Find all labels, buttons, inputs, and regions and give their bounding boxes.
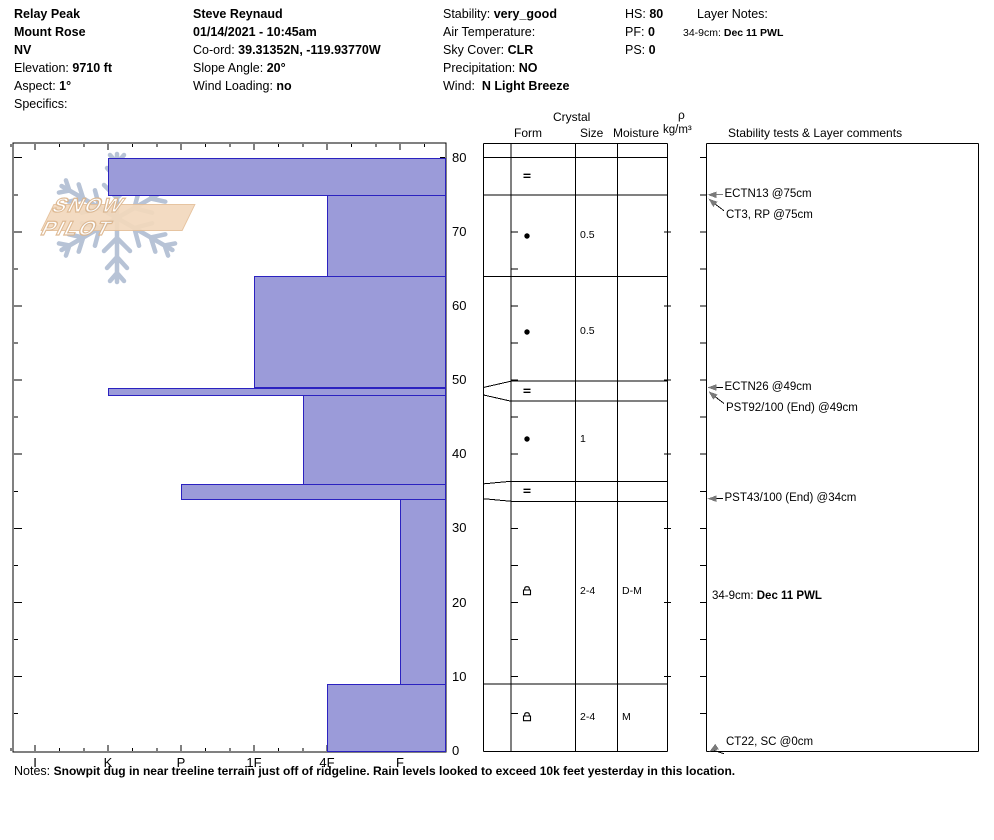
wind-line: Wind: N Light Breeze — [443, 79, 570, 93]
grain-form-rounds-icon — [521, 433, 533, 445]
grain-form-ice-lens-icon — [521, 170, 533, 182]
snow-layer-bar — [181, 483, 446, 500]
depth-axis-label: 10 — [452, 668, 467, 684]
observer-name: Steve Reynaud — [193, 7, 283, 21]
crystal-column-header: Crystal — [553, 110, 591, 124]
stability-test-annotation: PST43/100 (End) @34cm — [724, 491, 857, 504]
size-column-header: Size — [580, 126, 604, 140]
grain-form-ice-lens-icon — [521, 385, 533, 397]
stability-line: Stability: very_good — [443, 7, 557, 21]
specifics-line: Specifics: — [14, 97, 68, 111]
pf-line: PF: 0 — [625, 25, 655, 39]
grain-size-value: 1 — [580, 432, 586, 445]
hardness-axis-label: F — [396, 755, 404, 770]
snow-layer-bar — [254, 276, 446, 389]
slope-angle-line: Slope Angle: 20° — [193, 61, 286, 75]
stability-test-annotation: 34-9cm: Dec 11 PWL — [712, 590, 822, 603]
observation-datetime: 01/14/2021 - 10:45am — [193, 25, 317, 39]
plot-frame — [12, 142, 447, 753]
grain-form-rounds-icon — [521, 230, 533, 242]
snow-layer-bar — [108, 387, 446, 396]
hardness-axis-label: 4F — [319, 755, 335, 770]
stability-test-annotation: ECTN26 @49cm — [724, 380, 812, 393]
pit-range: Mount Rose — [14, 25, 86, 39]
stability-test-annotation: PST92/100 (End) @49cm — [726, 401, 858, 414]
grain-form-ice-lens-icon — [521, 485, 533, 497]
grain-form-cup-crystals-icon — [521, 585, 533, 597]
hardness-axis-label: I — [33, 755, 37, 770]
hs-line: HS: 80 — [625, 7, 664, 21]
depth-axis-label: 0 — [452, 742, 460, 758]
snow-layer-bar — [327, 684, 446, 752]
depth-axis-label: 20 — [452, 594, 467, 610]
stability-test-annotation: CT3, RP @75cm — [726, 208, 813, 221]
wind-loading-line: Wind Loading: no — [193, 79, 292, 93]
precipitation-line: Precipitation: NO — [443, 61, 538, 75]
comments-column-header: Stability tests & Layer comments — [728, 126, 903, 140]
depth-axis-label: 30 — [452, 520, 467, 536]
hardness-axis-label: K — [103, 755, 113, 770]
moisture-column-header: Moisture — [613, 126, 660, 140]
grain-size-value: 0.5 — [580, 325, 595, 338]
density-units-label: kg/m³ — [663, 124, 692, 136]
moisture-value: D-M — [622, 584, 642, 597]
depth-axis-label: 70 — [452, 223, 467, 239]
notes-line: Notes: Snowpit dug in near treeline terr… — [14, 764, 735, 778]
layer-notes-entry: 34-9cm: Dec 11 PWL — [683, 27, 784, 39]
grain-form-rounds-icon — [521, 326, 533, 338]
depth-axis-label: 50 — [452, 372, 467, 388]
stability-test-annotation: CT22, SC @0cm — [726, 735, 814, 748]
density-column-header: ρ — [678, 108, 685, 122]
sky-cover-line: Sky Cover: CLR — [443, 43, 534, 57]
snow-layer-bar — [400, 498, 446, 685]
snow-layer-bar — [108, 157, 446, 196]
notes-label: Notes: — [14, 764, 51, 778]
notes-text: Snowpit dug in near treeline terrain jus… — [53, 764, 736, 778]
moisture-value: M — [622, 710, 631, 723]
air-temp-line: Air Temperature: — [443, 25, 536, 39]
ps-line: PS: 0 — [625, 43, 656, 57]
depth-axis-label: 80 — [452, 149, 467, 165]
stability-test-annotation: ECTN13 @75cm — [724, 187, 812, 200]
hardness-axis-label: P — [176, 755, 186, 770]
depth-axis-label: 60 — [452, 298, 467, 313]
pit-name: Relay Peak — [14, 7, 81, 21]
elevation-line: Elevation: 9710 ft — [14, 61, 112, 75]
aspect-line: Aspect: 1° — [14, 79, 72, 93]
snow-layer-bar — [327, 194, 446, 278]
snow-layer-bar — [302, 394, 446, 485]
grain-size-value: 2-4 — [580, 584, 596, 597]
form-column-header: Form — [514, 126, 542, 140]
grain-form-cup-crystals-icon — [521, 711, 533, 723]
hardness-axis-label: 1F — [246, 755, 262, 770]
layer-notes-title: Layer Notes: — [697, 7, 768, 21]
grain-size-value: 2-4 — [580, 710, 596, 723]
grain-size-value: 0.5 — [580, 229, 595, 242]
pit-state: NV — [14, 43, 32, 57]
depth-axis-label: 40 — [452, 446, 467, 462]
table-frame — [482, 142, 979, 753]
coordinates-line: Co-ord: 39.31352N, -119.93770W — [193, 43, 381, 57]
